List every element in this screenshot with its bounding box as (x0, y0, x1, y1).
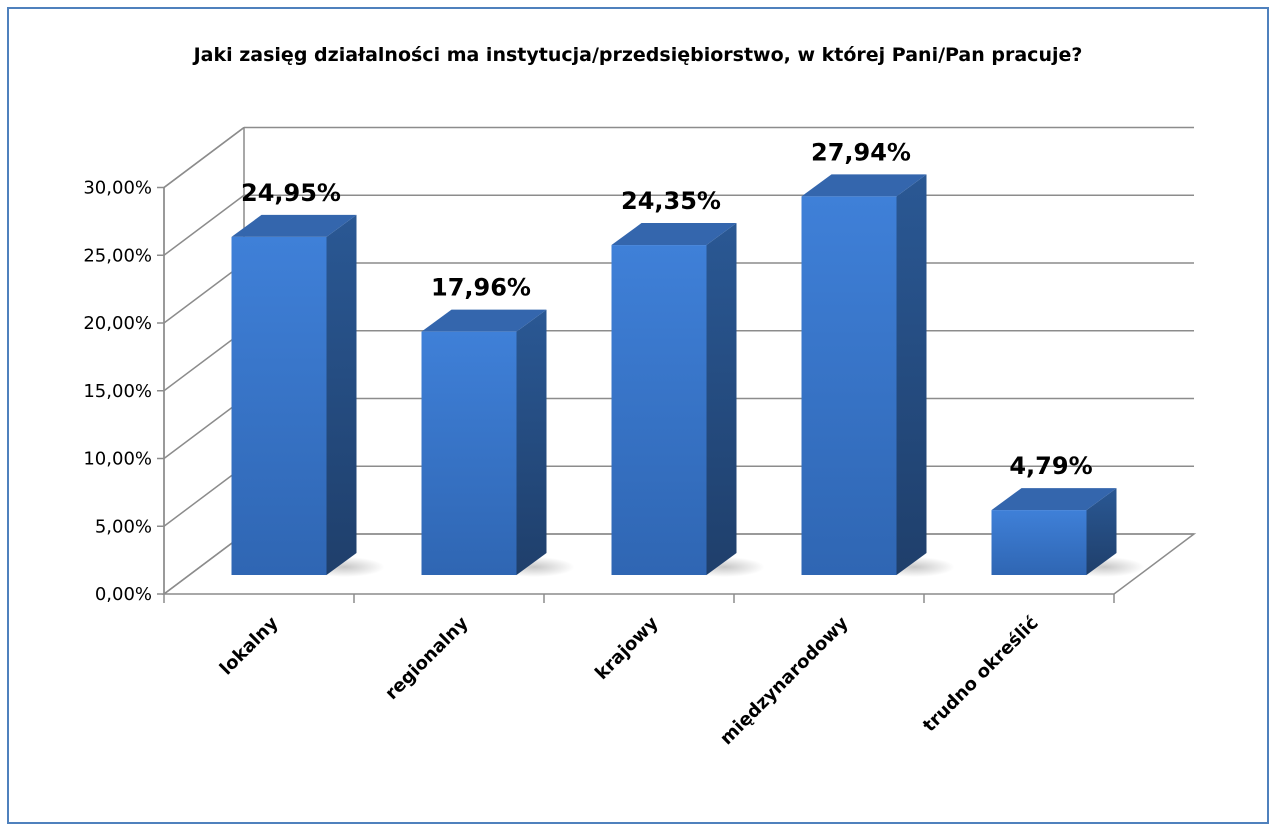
bar-top-face (991, 488, 1117, 511)
chart-title: Jaki zasięg działalności ma instytucja/p… (193, 44, 1083, 66)
bar-top-face (421, 309, 547, 332)
bar-top-face (801, 174, 927, 197)
value-labels: 24,95% 17,96% 24,35% 27,94% 4,79% (241, 138, 1093, 480)
category-label: trudno określić (919, 612, 1043, 736)
bar-front-face (801, 196, 897, 575)
value-label: 27,94% (811, 138, 911, 166)
y-tick-label: 30,00% (83, 178, 152, 199)
value-label: 24,95% (241, 179, 341, 207)
gridline-side (163, 126, 245, 189)
bar-front-face (991, 510, 1087, 575)
y-tick-label: 10,00% (83, 449, 152, 470)
bar-side-face (706, 223, 737, 575)
y-tick-label: 5,00% (95, 516, 152, 537)
axes (157, 186, 1115, 603)
category-label: lokalny (216, 613, 283, 680)
gridline-side (163, 330, 245, 392)
y-axis-tick-labels: 0,00% 5,00% 10,00% 15,00% 20,00% 25,00% 30,00% (83, 178, 152, 606)
gridline-side (163, 194, 245, 256)
y-tick-label: 15,00% (83, 381, 152, 402)
bar-side-face (516, 309, 547, 575)
category-label: krajowy (591, 613, 663, 685)
gridline-side (163, 533, 245, 595)
x-axis-category-labels: lokalny regionalny krajowy międzynarodowy tr… (216, 612, 1043, 749)
bar-front-face (611, 245, 707, 575)
bar-front-face (231, 236, 327, 576)
y-tick-label: 0,00% (95, 584, 152, 605)
bar-top-face (611, 223, 737, 246)
value-label: 24,35% (621, 187, 721, 215)
value-label: 4,79% (1009, 452, 1092, 480)
bar-front-face (421, 331, 517, 575)
y-tick-label: 25,00% (83, 245, 152, 266)
y-tick-label: 20,00% (83, 313, 152, 334)
bar (991, 488, 1145, 577)
category-label: międzynarodowy (716, 612, 853, 749)
bar-side-face (896, 174, 927, 575)
gridline-side (163, 262, 245, 324)
bar (421, 309, 575, 577)
value-label: 17,96% (431, 274, 531, 302)
bar (801, 174, 955, 577)
bar-side-face (326, 214, 357, 576)
bar-top-face (231, 214, 357, 237)
gridline-side (163, 397, 245, 460)
bar (611, 223, 765, 577)
gridline-side (163, 465, 245, 527)
bar (231, 214, 385, 577)
bar-side-face (1086, 488, 1117, 575)
category-label: regionalny (381, 612, 473, 704)
bars (231, 174, 1145, 577)
